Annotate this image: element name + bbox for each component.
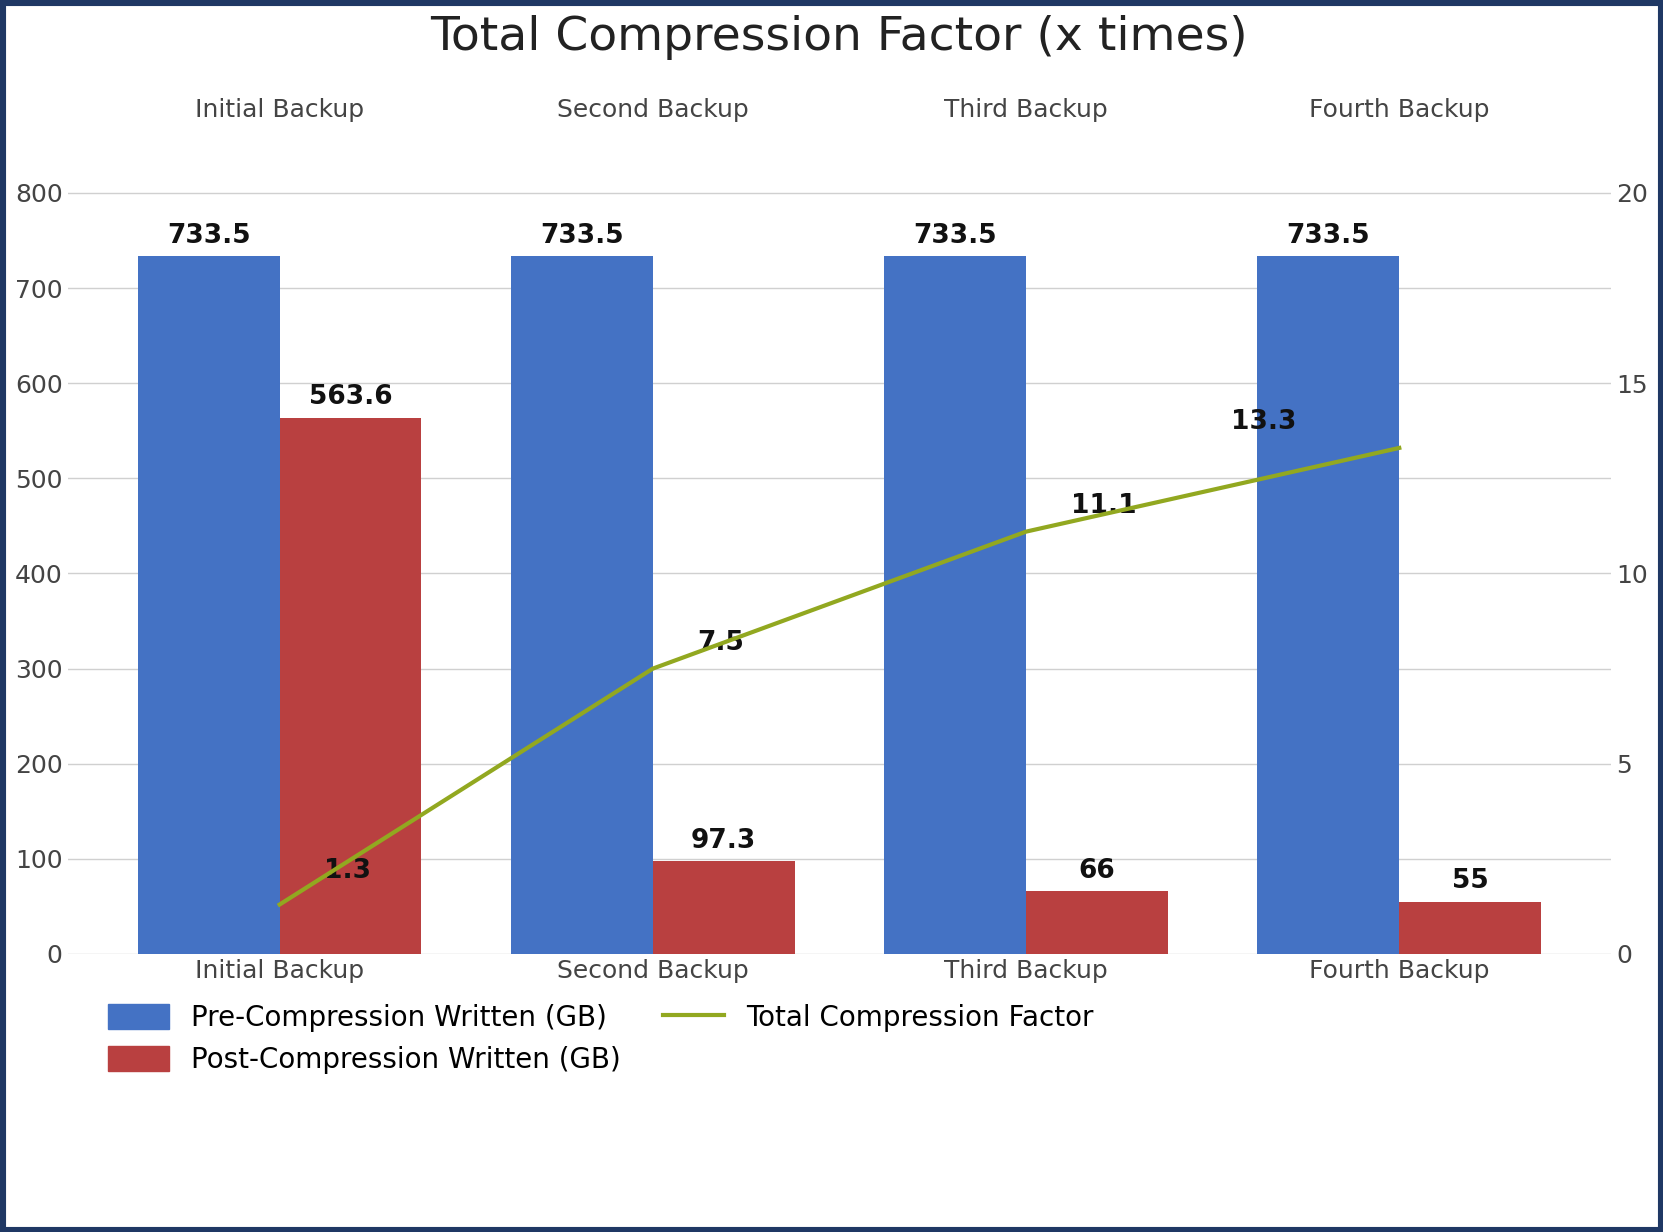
Total Compression Factor [1016, 525, 1036, 540]
Bar [1399, 902, 1542, 954]
Text: 1.3: 1.3 [324, 857, 371, 883]
Title: Total Compression Factor (x times): Total Compression Factor (x times) [431, 15, 1249, 60]
Bar [1026, 891, 1167, 954]
Text: 733.5: 733.5 [913, 223, 996, 249]
Total Compression Factor [269, 897, 289, 912]
Bar [138, 256, 279, 954]
Legend: Pre-Compression Written (GB), Post-Compression Written (GB), Total Compression F: Pre-Compression Written (GB), Post-Compr… [96, 993, 1104, 1085]
Bar [279, 418, 421, 954]
Text: 733.5: 733.5 [166, 223, 251, 249]
Text: 7.5: 7.5 [697, 630, 745, 655]
Bar [1257, 256, 1399, 954]
Bar [654, 861, 795, 954]
Text: 733.5: 733.5 [540, 223, 624, 249]
Text: 563.6: 563.6 [309, 384, 392, 410]
Line: Total Compression Factor: Total Compression Factor [279, 448, 1399, 904]
Bar [511, 256, 654, 954]
Text: 66: 66 [1079, 857, 1116, 883]
Total Compression Factor [1389, 441, 1409, 456]
Text: 733.5: 733.5 [1287, 223, 1370, 249]
Total Compression Factor [644, 662, 664, 676]
Text: 11.1: 11.1 [1071, 493, 1136, 519]
Text: 97.3: 97.3 [692, 828, 757, 854]
Bar [885, 256, 1026, 954]
Text: 55: 55 [1452, 869, 1488, 894]
Text: 13.3: 13.3 [1231, 409, 1297, 435]
